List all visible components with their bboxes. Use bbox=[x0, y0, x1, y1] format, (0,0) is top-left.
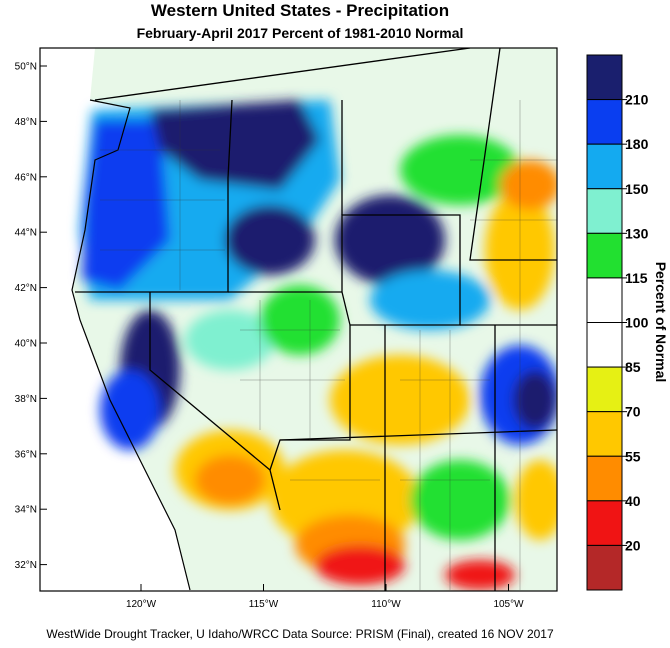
colorbar-level: 70 bbox=[625, 404, 641, 420]
longitude-axis: 120°W 115°W 110°W 105°W bbox=[126, 584, 524, 610]
colorbar-swatch bbox=[586, 143, 623, 190]
map-frame bbox=[39, 47, 558, 592]
colorbar-level: 150 bbox=[625, 181, 649, 197]
colorbar-level: 180 bbox=[625, 136, 649, 152]
latitude-label: 36°N bbox=[15, 449, 37, 460]
colorbar-level: 20 bbox=[625, 537, 641, 553]
colorbar-level: 130 bbox=[625, 225, 649, 241]
latitude-axis: 50°N 48°N 46°N 44°N 42°N 40°N 38°N 36°N 34°N 32°N bbox=[15, 62, 47, 571]
colorbar-label: Percent of Normal bbox=[653, 262, 669, 383]
title: Western United States - Precipitation bbox=[151, 1, 449, 20]
colorbar-swatch bbox=[586, 322, 623, 368]
map bbox=[40, 48, 557, 591]
colorbar-swatch bbox=[586, 54, 623, 101]
footer: WestWide Drought Tracker, U Idaho/WRCC D… bbox=[46, 627, 554, 641]
longitude-label: 105°W bbox=[493, 599, 524, 610]
longitude-label: 115°W bbox=[249, 599, 279, 610]
colorbar-level: 100 bbox=[625, 315, 649, 331]
latitude-label: 38°N bbox=[15, 394, 37, 405]
colorbar-swatch bbox=[586, 500, 623, 546]
colorbar-swatch bbox=[586, 366, 623, 413]
latitude-label: 40°N bbox=[15, 339, 37, 350]
colorbar: 210 180 150 130 115 100 85 70 55 40 20 bbox=[586, 54, 649, 591]
colorbar-swatch bbox=[586, 277, 623, 323]
longitude-label: 110°W bbox=[371, 599, 401, 610]
latitude-label: 34°N bbox=[15, 505, 37, 516]
latitude-label: 50°N bbox=[15, 62, 37, 73]
longitude-label: 120°W bbox=[126, 599, 157, 610]
colorbar-level: 85 bbox=[625, 359, 641, 375]
latitude-label: 44°N bbox=[15, 228, 37, 239]
colorbar-level: 55 bbox=[625, 448, 641, 464]
colorbar-swatch bbox=[586, 455, 623, 502]
colorbar-level: 210 bbox=[625, 92, 649, 108]
latitude-label: 42°N bbox=[15, 283, 37, 294]
subtitle: February-April 2017 Percent of 1981-2010… bbox=[137, 25, 464, 41]
colorbar-swatch bbox=[586, 232, 623, 279]
colorbar-swatch bbox=[586, 188, 623, 234]
latitude-label: 46°N bbox=[15, 172, 37, 183]
latitude-label: 32°N bbox=[15, 560, 37, 571]
colorbar-swatch bbox=[586, 411, 623, 457]
colorbar-level: 40 bbox=[625, 493, 641, 509]
colorbar-level: 115 bbox=[625, 270, 648, 286]
latitude-label: 48°N bbox=[15, 117, 37, 128]
colorbar-swatch bbox=[586, 544, 623, 591]
colorbar-swatch bbox=[586, 99, 623, 145]
